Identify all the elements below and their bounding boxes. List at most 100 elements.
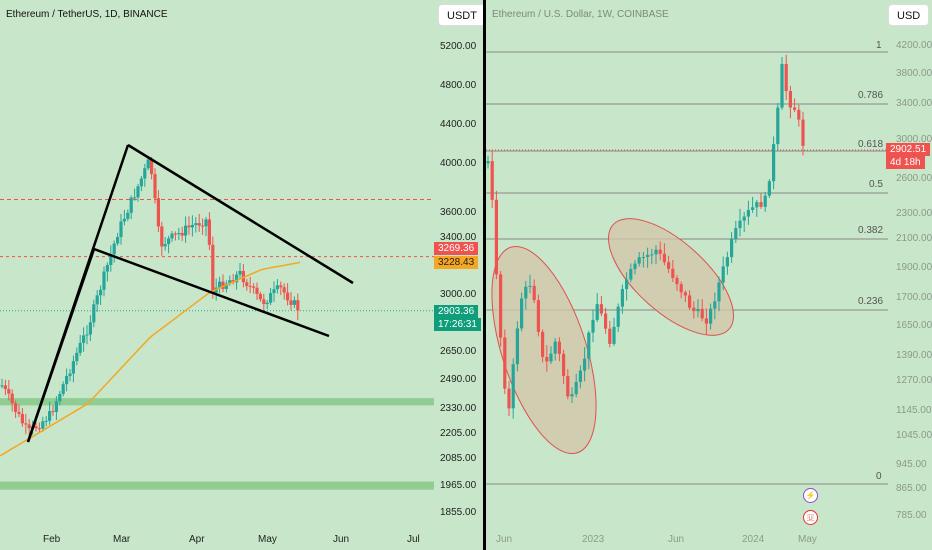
y-tick: 1900.00 [896, 262, 932, 273]
x-tick: Jul [407, 534, 420, 545]
y-tick: 2100.00 [896, 233, 932, 244]
flag-upper-trendline [127, 143, 354, 285]
candle [248, 286, 252, 288]
candle [292, 300, 296, 305]
y-tick: 4000.00 [440, 158, 477, 169]
support-zone [0, 398, 434, 406]
candle [667, 262, 671, 269]
candle [119, 221, 123, 237]
candle [734, 228, 738, 239]
candle [675, 278, 679, 285]
candle [595, 304, 599, 320]
candle [511, 364, 515, 409]
candle [625, 279, 629, 290]
us-flag-icon[interactable]: 🇺 [803, 510, 818, 525]
candle [289, 300, 293, 305]
y-tick: 2330.00 [440, 403, 477, 414]
candle [296, 300, 300, 311]
candle [14, 403, 18, 412]
candle [658, 249, 662, 254]
y-tick: 2490.00 [440, 374, 477, 385]
support-zone [0, 481, 434, 490]
lightning-icon[interactable]: ⚡ [803, 488, 818, 503]
candle [604, 313, 608, 329]
candle [3, 385, 7, 390]
candle [583, 358, 587, 371]
candle [143, 168, 147, 179]
y-tick: 1270.00 [896, 375, 932, 386]
candle [780, 63, 784, 108]
candle [730, 238, 734, 258]
candle [252, 286, 256, 288]
candle [566, 375, 570, 397]
candle [211, 244, 215, 293]
candle [41, 421, 45, 429]
candle [692, 307, 696, 312]
y-tick: 2205.00 [440, 428, 477, 439]
candle [187, 225, 191, 228]
y-tick: 1650.00 [896, 320, 932, 331]
bar-countdown-tag: 17:26:31 [434, 318, 481, 331]
y-tick: 3400.00 [440, 232, 477, 243]
candle [629, 269, 633, 280]
candle [704, 318, 708, 324]
y-tick: 5200.00 [440, 41, 477, 52]
candle [92, 304, 96, 323]
candle [633, 263, 637, 270]
candle [221, 281, 225, 289]
candle [228, 280, 232, 284]
panel-divider[interactable] [483, 0, 486, 550]
candle [241, 270, 245, 283]
candle [99, 289, 103, 296]
candle [507, 388, 511, 409]
right-chart-canvas[interactable] [486, 0, 932, 550]
candle [801, 119, 805, 146]
candle [190, 224, 194, 228]
fib-label: 0.5 [869, 179, 883, 190]
candle [541, 331, 545, 357]
left-currency-button[interactable]: USDT [438, 4, 484, 26]
y-tick: 1965.00 [440, 480, 477, 491]
x-tick: Jun [496, 534, 513, 545]
candle [34, 426, 38, 429]
candle [654, 249, 658, 255]
candle [751, 207, 755, 210]
candle [153, 174, 157, 199]
candle [793, 107, 797, 110]
candle [27, 424, 31, 429]
candle [759, 202, 763, 207]
left-chart-canvas[interactable] [0, 0, 484, 550]
candle [742, 216, 746, 221]
x-tick: Jun [668, 534, 685, 545]
candle [641, 257, 645, 259]
candle [75, 352, 79, 362]
candle [549, 353, 553, 362]
candle [620, 289, 624, 307]
candle [545, 356, 549, 362]
candle [520, 298, 524, 329]
candle [218, 281, 222, 288]
candle [109, 254, 113, 266]
candle [139, 178, 143, 187]
fib-label: 0.618 [858, 139, 884, 150]
candle [279, 285, 283, 288]
candle [776, 107, 780, 145]
fib-label: 0.382 [858, 225, 884, 236]
right-currency-button[interactable]: USD [888, 4, 930, 26]
fib-label: 1 [876, 40, 882, 51]
flag-lower-trendline [93, 247, 330, 338]
x-tick: 2024 [742, 534, 765, 545]
y-tick: 1855.00 [440, 507, 477, 518]
candle [116, 236, 120, 244]
left-chart-panel[interactable]: Ethereum / TetherUS, 1D, BINANCE USDT 52… [0, 0, 484, 550]
candle [683, 292, 687, 296]
candle [235, 274, 239, 283]
candle [562, 353, 566, 376]
candle [194, 223, 198, 225]
candle [700, 308, 704, 319]
candle [486, 161, 490, 164]
flagpole-lower-trendline [26, 248, 96, 443]
candle [608, 328, 612, 344]
right-chart-panel[interactable]: Ethereum / U.S. Dollar, 1W, COINBASE USD… [486, 0, 932, 550]
x-tick: 2023 [582, 534, 605, 545]
